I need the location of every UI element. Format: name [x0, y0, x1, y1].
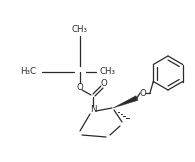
- Polygon shape: [113, 96, 138, 108]
- Text: CH₃: CH₃: [72, 25, 88, 35]
- Text: N: N: [90, 105, 96, 115]
- Text: O: O: [77, 82, 83, 92]
- Text: CH₃: CH₃: [100, 68, 116, 76]
- Text: H₃C: H₃C: [20, 68, 36, 76]
- Text: O: O: [140, 88, 146, 98]
- Text: O: O: [101, 79, 107, 87]
